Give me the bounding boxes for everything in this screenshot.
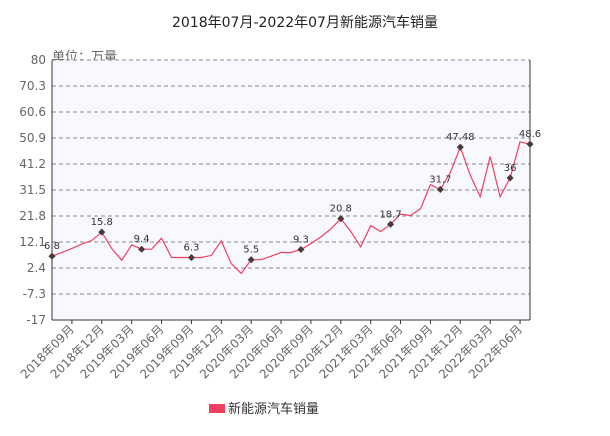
series-layer xyxy=(48,140,534,275)
data-point-marker[interactable] xyxy=(387,220,395,228)
data-labels: 6.8 15.8 9.4 6.3 5.5 9.3 20.8 18.7 31.7 47.48 36 48… xyxy=(44,129,541,256)
data-label: 20.8 xyxy=(330,204,352,215)
y-tick-label: 41.2 xyxy=(19,157,46,171)
data-label: 6.8 xyxy=(44,241,60,252)
data-label: 31.7 xyxy=(429,174,451,185)
data-label: 48.6 xyxy=(519,129,541,140)
data-label: 18.7 xyxy=(379,209,401,220)
data-point-marker[interactable] xyxy=(506,174,514,182)
data-point-marker[interactable] xyxy=(436,185,444,193)
data-point-marker[interactable] xyxy=(456,143,464,151)
data-point-marker[interactable] xyxy=(138,245,146,253)
grid-lines xyxy=(52,59,530,295)
x-axis-ticks: 2018年09月2018年12月2019年03月2019年06月2019年09月… xyxy=(18,320,525,381)
legend[interactable]: 新能源汽车销量 xyxy=(209,401,319,417)
y-tick-label: 60.6 xyxy=(19,105,46,119)
data-point-marker[interactable] xyxy=(297,245,305,254)
data-label: 5.5 xyxy=(243,245,259,256)
data-label: 6.3 xyxy=(183,243,199,254)
data-label: 9.4 xyxy=(134,234,150,245)
data-point-marker[interactable] xyxy=(187,254,195,262)
data-label: 47.48 xyxy=(446,132,475,143)
legend-swatch xyxy=(209,404,225,413)
data-label: 36 xyxy=(504,163,517,174)
y-tick-label: 12.1 xyxy=(19,235,46,249)
data-point-marker[interactable] xyxy=(526,140,534,148)
y-tick-label: 21.8 xyxy=(19,209,46,223)
data-point-marker[interactable] xyxy=(337,215,345,223)
y-tick-label: 80 xyxy=(31,53,46,67)
data-point-marker[interactable] xyxy=(98,228,106,236)
y-tick-label: 50.9 xyxy=(19,131,46,145)
data-label: 9.3 xyxy=(293,235,309,246)
y-tick-label: 70.3 xyxy=(19,79,46,93)
data-point-marker[interactable] xyxy=(247,256,255,264)
series-line xyxy=(51,141,531,275)
chart-title: 2018年07月-2022年07月新能源汽车销量 xyxy=(172,14,438,31)
y-tick-label: 31.5 xyxy=(19,183,46,197)
y-tick-label: 2.4 xyxy=(27,261,46,275)
legend-label: 新能源汽车销量 xyxy=(228,401,319,417)
y-axis-ticks: 80 70.3 60.6 50.9 41.2 31.5 21.8 12.1 2.4 -7.3 -17 xyxy=(19,53,46,327)
y-tick-label: -7.3 xyxy=(23,287,46,301)
y-tick-label: -17 xyxy=(26,313,46,327)
data-label: 15.8 xyxy=(91,217,113,228)
